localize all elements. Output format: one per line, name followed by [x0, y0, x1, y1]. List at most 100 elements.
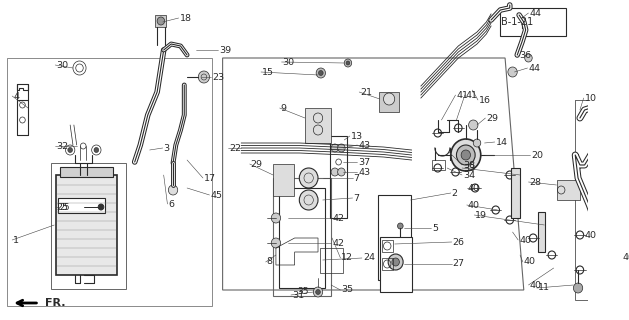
Circle shape [299, 168, 318, 188]
Text: 41: 41 [457, 91, 469, 100]
Text: 44: 44 [530, 9, 542, 18]
Text: 11: 11 [538, 284, 550, 292]
Circle shape [316, 290, 320, 294]
Text: 28: 28 [530, 178, 542, 187]
Text: 40: 40 [519, 236, 531, 244]
Text: 40: 40 [468, 201, 480, 210]
Text: 12: 12 [342, 253, 353, 262]
Text: 26: 26 [453, 237, 465, 246]
Bar [538, 212, 545, 252]
Text: 24: 24 [363, 253, 375, 262]
Circle shape [469, 120, 478, 130]
Circle shape [94, 148, 99, 153]
Circle shape [68, 148, 72, 153]
Text: 40: 40 [530, 281, 542, 290]
Bar [378, 195, 411, 280]
Bar [501, 8, 566, 36]
Text: 43: 43 [359, 140, 370, 149]
Text: 17: 17 [204, 173, 216, 182]
Text: 40: 40 [468, 183, 480, 193]
Bar [382, 258, 393, 270]
Text: 18: 18 [180, 13, 192, 22]
Circle shape [331, 144, 338, 152]
Text: 31: 31 [292, 291, 304, 300]
Text: 32: 32 [56, 141, 68, 150]
Bar [576, 100, 629, 300]
Text: 35: 35 [298, 287, 309, 297]
Text: 10: 10 [584, 93, 596, 102]
Bar [320, 248, 343, 273]
Text: 4: 4 [13, 92, 19, 100]
Text: FR.: FR. [45, 298, 65, 308]
Circle shape [313, 287, 323, 297]
Circle shape [398, 223, 403, 229]
Text: 41: 41 [466, 91, 478, 100]
Bar [6, 58, 213, 306]
Text: 2: 2 [452, 188, 458, 197]
Bar [279, 188, 325, 288]
Text: 39: 39 [219, 45, 231, 54]
Bar [305, 108, 331, 143]
Circle shape [338, 168, 345, 176]
Circle shape [451, 139, 481, 171]
Text: 30: 30 [282, 58, 294, 67]
Circle shape [574, 283, 582, 293]
Circle shape [392, 258, 399, 266]
Text: 40: 40 [584, 230, 596, 239]
Text: 1: 1 [13, 236, 19, 244]
Circle shape [338, 144, 345, 152]
Circle shape [299, 190, 318, 210]
Circle shape [346, 61, 350, 65]
Text: 45: 45 [211, 190, 223, 199]
Circle shape [198, 71, 209, 83]
Circle shape [517, 10, 526, 20]
Text: 15: 15 [262, 68, 274, 76]
Circle shape [525, 54, 532, 62]
Bar [379, 92, 399, 112]
Text: 40: 40 [623, 253, 629, 262]
Text: 30: 30 [56, 60, 68, 69]
Text: 25: 25 [59, 203, 69, 212]
Text: 20: 20 [532, 150, 543, 159]
Bar [60, 167, 113, 177]
Circle shape [461, 150, 470, 160]
Circle shape [388, 254, 403, 270]
Text: 42: 42 [332, 213, 344, 222]
Text: 34: 34 [463, 171, 475, 180]
Bar [273, 178, 331, 296]
Text: 5: 5 [432, 223, 438, 233]
Bar [330, 136, 347, 218]
Circle shape [331, 168, 338, 176]
Text: 37: 37 [359, 157, 370, 166]
Text: 8: 8 [267, 258, 272, 267]
Bar [382, 240, 393, 252]
Bar [56, 175, 117, 275]
Text: 19: 19 [475, 211, 487, 220]
Circle shape [318, 70, 323, 76]
Text: 16: 16 [479, 95, 491, 105]
Text: 44: 44 [528, 63, 540, 73]
Circle shape [157, 17, 165, 25]
Text: 36: 36 [519, 51, 532, 60]
Text: 9: 9 [281, 103, 287, 113]
Text: 40: 40 [524, 258, 536, 267]
Text: 29: 29 [486, 114, 498, 123]
Circle shape [473, 139, 481, 147]
Text: 23: 23 [213, 73, 225, 82]
Bar [58, 198, 105, 213]
Circle shape [98, 204, 104, 210]
Bar [273, 164, 294, 196]
Text: 13: 13 [351, 132, 363, 140]
Circle shape [457, 145, 475, 165]
Text: 29: 29 [251, 159, 263, 169]
Text: 27: 27 [453, 260, 465, 268]
Text: 42: 42 [332, 238, 344, 247]
Text: B-1-21: B-1-21 [501, 17, 533, 27]
Circle shape [316, 68, 325, 78]
Text: 33: 33 [463, 164, 476, 172]
Text: 7: 7 [353, 194, 360, 203]
Text: 25: 25 [56, 203, 68, 212]
Text: 7: 7 [353, 173, 360, 182]
Bar [432, 160, 445, 170]
Circle shape [384, 93, 395, 105]
